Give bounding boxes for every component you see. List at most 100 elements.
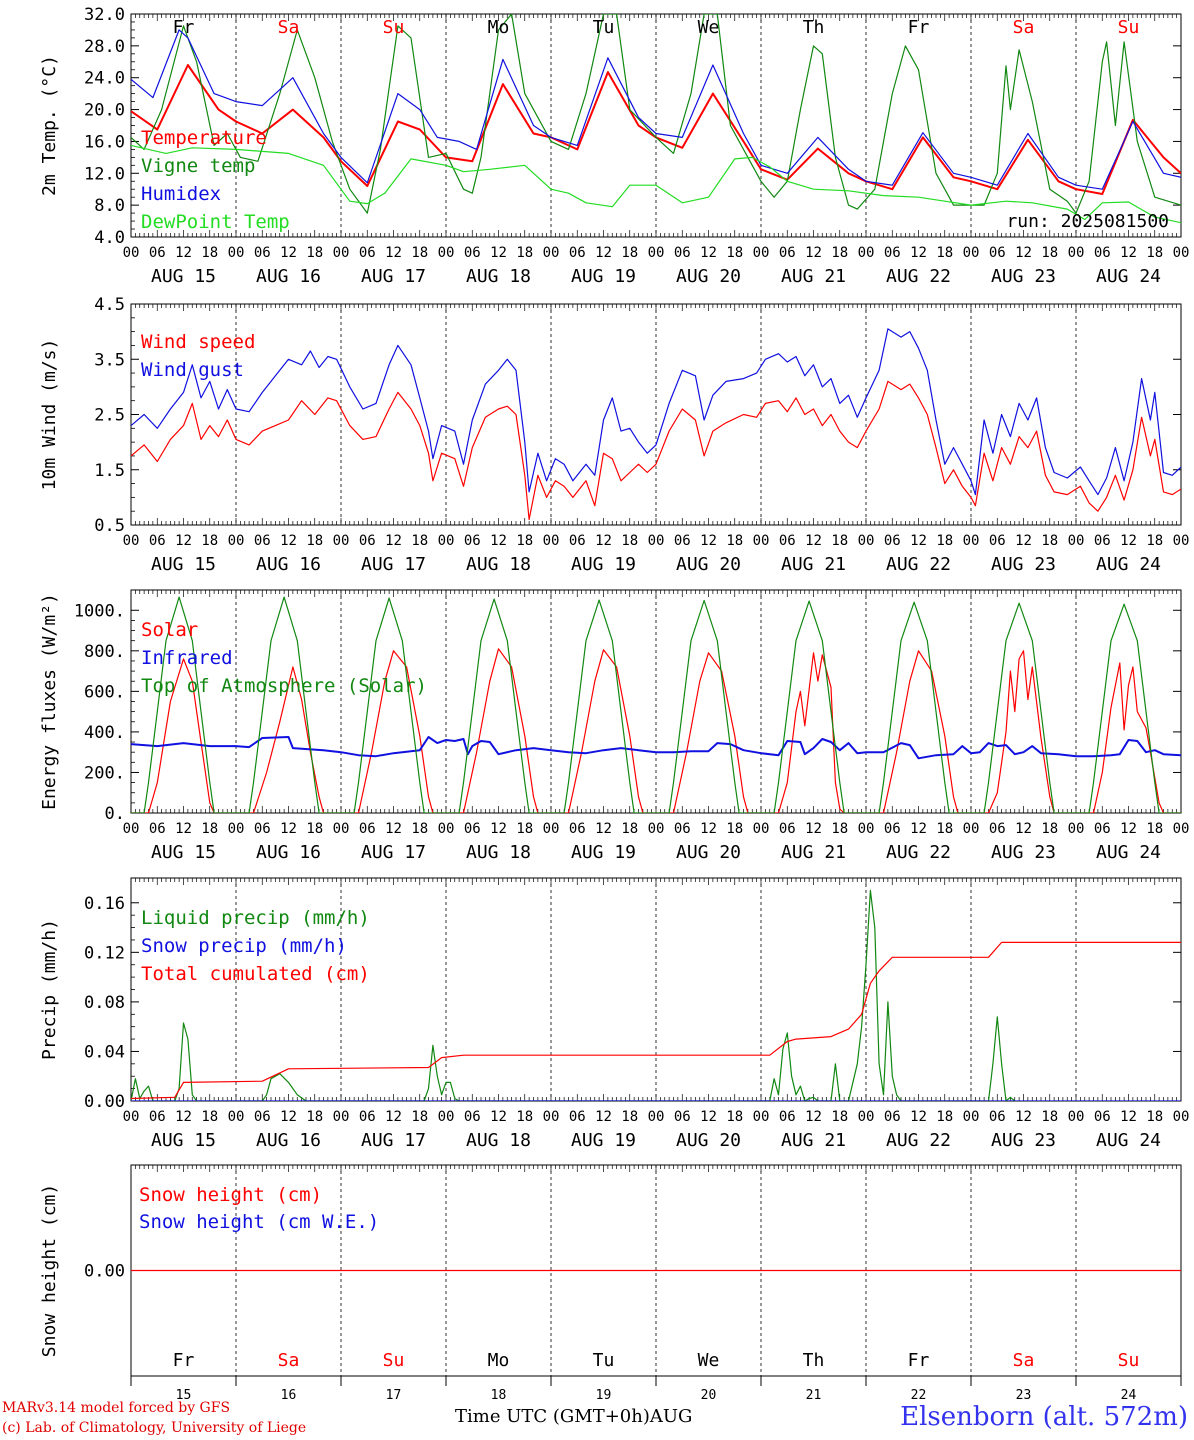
panel-precip: 0.00 0.04 0.08 0.12 0.16 Precip (mm/h) 00 06 12 1… [39, 877, 1189, 1151]
hour-tick-label: 12 [910, 821, 927, 837]
series-line-precip-2 [131, 941, 1181, 1100]
hour-tick-label: 00 [963, 245, 980, 261]
date-label: AUG 21 [781, 1130, 846, 1151]
day-number-label: 22 [911, 1388, 927, 1403]
weekday-label: Sa [1013, 17, 1035, 38]
hour-tick-label: 18 [726, 245, 743, 261]
date-label: AUG 22 [886, 554, 951, 575]
hour-tick-label: 12 [175, 245, 192, 261]
hour-tick-label: 18 [516, 245, 533, 261]
hour-tick-label: 12 [1120, 1109, 1137, 1125]
date-label: AUG 15 [151, 554, 216, 575]
hour-tick-label: 12 [1015, 533, 1032, 549]
panel-temp: 4.0 8.0 12.0 16.0 20.0 24.0 28.0 32.0 2m Temp. (… [39, 5, 1189, 287]
hour-tick-label: 12 [490, 821, 507, 837]
date-label: AUG 17 [361, 842, 426, 863]
hour-tick-label: 00 [123, 245, 140, 261]
date-label: AUG 23 [991, 554, 1056, 575]
hour-tick-label: 00 [858, 1109, 875, 1125]
y-tick-label: 0.08 [84, 993, 125, 1013]
hour-tick-label: 12 [280, 533, 297, 549]
hour-tick-label: 12 [490, 533, 507, 549]
hour-tick-label: 06 [569, 821, 586, 837]
plot-frame [130, 589, 1182, 814]
series-line-energy-1 [131, 736, 1181, 760]
hour-tick-label: 18 [201, 533, 218, 549]
weekday-label: Tu [593, 17, 615, 38]
hour-tick-label: 12 [175, 1109, 192, 1125]
weekday-label: Su [383, 1350, 405, 1371]
hour-tick-label: 00 [648, 245, 665, 261]
hour-tick-label: 18 [516, 533, 533, 549]
hour-tick-label: 06 [779, 533, 796, 549]
weekday-label: Th [803, 1350, 825, 1371]
date-label: AUG 20 [676, 1130, 741, 1151]
hour-tick-label: 00 [438, 533, 455, 549]
series-line-energy-2 [131, 596, 1181, 813]
x-axis-title: Time UTC (GMT+0h)AUG [455, 1406, 692, 1427]
date-label: AUG 16 [256, 554, 321, 575]
hour-tick-label: 06 [884, 821, 901, 837]
hour-tick-label: 12 [490, 245, 507, 261]
hour-tick-label: 00 [228, 821, 245, 837]
y-axis-title: 2m Temp. (°C) [39, 55, 60, 196]
hour-tick-label: 12 [1120, 533, 1137, 549]
hour-tick-label: 06 [674, 245, 691, 261]
weekday-label: Mo [488, 1350, 510, 1371]
hour-tick-label: 18 [1041, 1109, 1058, 1125]
hour-tick-label: 18 [306, 821, 323, 837]
date-label: AUG 24 [1096, 1130, 1161, 1151]
hour-tick-label: 18 [1146, 533, 1163, 549]
y-tick-label: 1.5 [94, 461, 125, 481]
y-axis-title: 10m Wind (m/s) [39, 339, 60, 491]
hour-tick-label: 06 [254, 533, 271, 549]
hour-tick-label: 12 [700, 533, 717, 549]
hour-tick-label: 12 [910, 1109, 927, 1125]
hour-tick-label: 18 [726, 533, 743, 549]
y-tick-label: 28.0 [84, 37, 125, 57]
day-number-label: 24 [1121, 1388, 1137, 1403]
date-label: AUG 24 [1096, 554, 1161, 575]
hour-tick-label: 18 [621, 1109, 638, 1125]
weekday-label: Fr [173, 1350, 195, 1371]
hour-tick-label: 12 [385, 245, 402, 261]
hour-tick-label: 00 [228, 245, 245, 261]
hour-tick-label: 12 [1120, 245, 1137, 261]
hour-tick-label: 00 [753, 533, 770, 549]
station-name: Elsenborn (alt. 572m) [900, 1402, 1188, 1432]
hour-tick-label: 00 [1068, 533, 1085, 549]
hour-tick-label: 18 [831, 533, 848, 549]
hour-tick-label: 18 [831, 245, 848, 261]
day-number-label: 16 [281, 1388, 297, 1403]
hour-tick-label: 18 [726, 821, 743, 837]
date-label: AUG 19 [571, 266, 636, 287]
weekday-label: Tu [593, 1350, 615, 1371]
legend-entry: Top of Atmosphere (Solar) [141, 675, 427, 697]
hour-tick-label: 18 [411, 1109, 428, 1125]
legend-entry: Infrared [141, 647, 233, 669]
hour-tick-label: 00 [333, 1109, 350, 1125]
hour-tick-label: 06 [989, 533, 1006, 549]
weekday-label: Fr [908, 17, 930, 38]
hour-tick-label: 12 [1120, 821, 1137, 837]
y-tick-label: 0.12 [84, 943, 125, 963]
weekday-label: Sa [278, 17, 300, 38]
day-number-label: 17 [386, 1388, 402, 1403]
hour-tick-label: 18 [1146, 245, 1163, 261]
date-label: AUG 22 [886, 1130, 951, 1151]
hour-tick-label: 12 [595, 1109, 612, 1125]
date-label: AUG 21 [781, 842, 846, 863]
hour-tick-label: 18 [201, 821, 218, 837]
hour-tick-label: 12 [280, 245, 297, 261]
series-line-wind-0 [131, 380, 1181, 521]
hour-tick-label: 06 [779, 821, 796, 837]
weekday-label: Mo [488, 17, 510, 38]
series-line-temp-3 [131, 144, 1181, 224]
hour-tick-label: 06 [1094, 1109, 1111, 1125]
hour-tick-label: 18 [726, 1109, 743, 1125]
y-tick-label: 32.0 [84, 5, 125, 25]
hour-tick-label: 00 [1068, 245, 1085, 261]
weekday-label: Su [1118, 1350, 1140, 1371]
legend-entry: Vigne temp [141, 155, 255, 177]
